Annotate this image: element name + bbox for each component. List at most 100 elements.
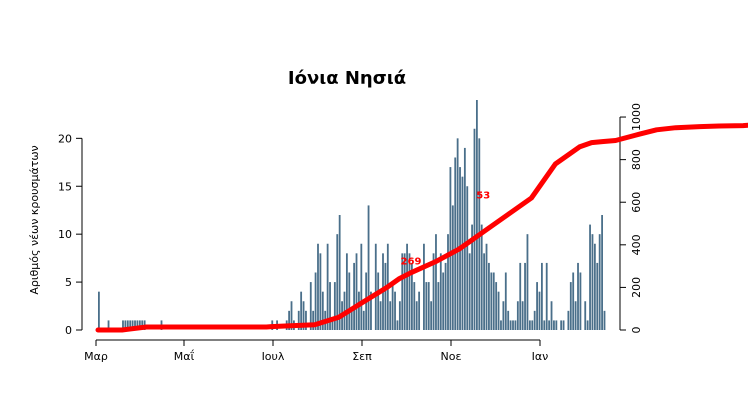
bar xyxy=(353,262,356,330)
bar xyxy=(526,234,529,330)
x-tick-label: Ιουλ xyxy=(262,350,285,363)
left-tick-label: 0 xyxy=(65,324,72,337)
bar xyxy=(290,301,293,330)
left-tick-label: 15 xyxy=(58,180,72,193)
bar xyxy=(596,262,599,330)
bar xyxy=(504,272,507,330)
bar xyxy=(358,291,360,330)
bar xyxy=(593,243,596,330)
right-tick-label: 1000 xyxy=(630,103,643,131)
bar xyxy=(497,291,500,330)
bar xyxy=(439,253,442,330)
bar xyxy=(586,320,589,330)
bar xyxy=(442,272,445,330)
bar xyxy=(138,320,141,330)
bars xyxy=(98,100,606,330)
bar xyxy=(488,262,490,330)
bar xyxy=(449,167,452,330)
bar xyxy=(500,320,502,330)
bar xyxy=(309,282,312,330)
bar xyxy=(355,253,358,330)
bar xyxy=(384,262,387,330)
cumulative-label: 53 xyxy=(476,190,490,201)
bar xyxy=(374,243,377,330)
bar xyxy=(413,282,416,330)
bar xyxy=(314,272,317,330)
bar xyxy=(136,320,139,330)
bar xyxy=(297,310,300,330)
bar xyxy=(543,320,546,330)
right-axis: 0 200 400 600 800 1000 xyxy=(619,103,643,334)
bar xyxy=(512,320,514,330)
bar xyxy=(548,320,551,330)
bar xyxy=(569,282,572,330)
bar xyxy=(577,262,579,330)
bar xyxy=(348,272,351,330)
bar xyxy=(572,272,575,330)
bar xyxy=(435,234,437,330)
bar xyxy=(98,291,100,330)
bar xyxy=(300,291,303,330)
bar xyxy=(579,272,582,330)
bar xyxy=(473,128,476,330)
bar xyxy=(312,310,315,330)
bar xyxy=(584,301,587,330)
bar xyxy=(427,282,430,330)
bar xyxy=(370,291,372,330)
left-tick-label: 20 xyxy=(58,132,72,145)
bar xyxy=(107,320,110,330)
bar xyxy=(490,272,493,330)
bar xyxy=(425,282,428,330)
bar xyxy=(463,147,466,330)
bar xyxy=(317,243,319,330)
bar xyxy=(550,301,553,330)
bar xyxy=(468,253,471,330)
bar xyxy=(415,301,418,330)
bar xyxy=(398,301,401,330)
bar xyxy=(528,320,531,330)
bar xyxy=(288,310,291,330)
bar xyxy=(603,310,606,330)
x-tick-label: Μαρ xyxy=(84,350,108,363)
bar xyxy=(538,291,541,330)
bar xyxy=(326,243,329,330)
bar xyxy=(345,253,348,330)
x-axis: Μαρ Μαΐ Ιουλ Σεπ Νοε Ιαν xyxy=(84,339,548,363)
right-tick-label: 200 xyxy=(630,277,643,298)
bar xyxy=(423,243,425,330)
bar xyxy=(394,291,396,330)
bar xyxy=(379,301,382,330)
bar xyxy=(483,253,486,330)
right-tick-label: 400 xyxy=(630,234,643,255)
cumulative-line-path xyxy=(95,122,748,333)
right-tick-label: 600 xyxy=(630,192,643,213)
bar xyxy=(432,253,435,330)
bar xyxy=(131,320,134,330)
bar xyxy=(126,320,129,330)
bar xyxy=(560,320,563,330)
bar xyxy=(545,262,548,330)
bar xyxy=(480,224,483,330)
bar xyxy=(466,186,469,330)
bar xyxy=(418,291,421,330)
bar xyxy=(519,262,522,330)
bar xyxy=(305,310,307,330)
bar xyxy=(454,157,457,330)
bar xyxy=(444,262,447,330)
x-tick-label: Μαΐ xyxy=(174,349,195,363)
bar xyxy=(129,320,132,330)
bar xyxy=(531,320,534,330)
bar xyxy=(495,282,498,330)
bar xyxy=(451,205,454,330)
bar xyxy=(319,253,322,330)
bar xyxy=(447,234,449,330)
right-tick-label: 0 xyxy=(630,327,643,334)
bar xyxy=(338,215,341,330)
bar xyxy=(437,282,440,330)
bar xyxy=(507,310,510,330)
chart-title: Ιόνια Νησιά xyxy=(288,68,406,89)
y-axis-label: Αριθμός νέων κρουσμάτων xyxy=(28,145,41,294)
bar xyxy=(122,320,124,330)
